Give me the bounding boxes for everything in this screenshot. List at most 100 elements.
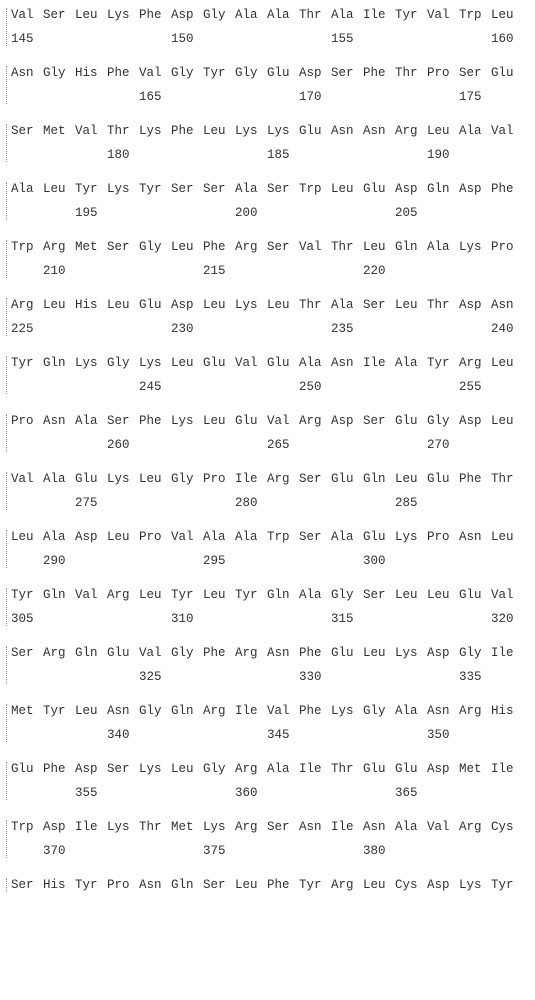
amino-acid-cell: Gln bbox=[427, 182, 459, 196]
amino-acid-cell: Ala bbox=[11, 182, 43, 196]
amino-acid-cell: Lys bbox=[459, 240, 491, 254]
position-number-cell bbox=[43, 670, 75, 684]
amino-acid-cell: Gln bbox=[171, 878, 203, 892]
amino-acid-cell: Phe bbox=[459, 472, 491, 486]
position-number-cell: 210 bbox=[43, 264, 75, 278]
position-number-cell bbox=[299, 612, 331, 626]
amino-acid-row: SerArgGlnGluValGlyPheArgAsnPheGluLeuLysA… bbox=[7, 646, 529, 660]
position-number-cell bbox=[107, 380, 139, 394]
position-number-cell bbox=[235, 844, 267, 858]
amino-acid-cell: Thr bbox=[139, 820, 171, 834]
amino-acid-cell: Glu bbox=[139, 298, 171, 312]
amino-acid-cell: Glu bbox=[363, 182, 395, 196]
amino-acid-row: TyrGlnLysGlyLysLeuGluValGluAlaAsnIleAlaT… bbox=[7, 356, 529, 370]
amino-acid-cell: Lys bbox=[395, 530, 427, 544]
amino-acid-cell: Val bbox=[235, 356, 267, 370]
amino-acid-cell: Ser bbox=[171, 182, 203, 196]
amino-acid-cell: Asn bbox=[107, 704, 139, 718]
sequence-block: ArgLeuHisLeuGluAspLeuLysLeuThrAlaSerLeuT… bbox=[6, 298, 529, 336]
amino-acid-cell: Pro bbox=[491, 240, 523, 254]
amino-acid-cell: Asn bbox=[11, 66, 43, 80]
position-number-cell bbox=[459, 844, 491, 858]
amino-acid-cell: Lys bbox=[267, 124, 299, 138]
position-number-cell: 285 bbox=[395, 496, 427, 510]
position-number-cell bbox=[235, 32, 267, 46]
amino-acid-cell: Leu bbox=[267, 298, 299, 312]
position-number-cell bbox=[331, 554, 363, 568]
position-number-cell bbox=[267, 786, 299, 800]
amino-acid-cell: Asp bbox=[299, 66, 331, 80]
amino-acid-cell: Glu bbox=[459, 588, 491, 602]
position-number-cell bbox=[491, 728, 523, 742]
position-number-cell bbox=[139, 206, 171, 220]
amino-acid-cell: Glu bbox=[299, 124, 331, 138]
amino-acid-row: AlaLeuTyrLysTyrSerSerAlaSerTrpLeuGluAspG… bbox=[7, 182, 529, 196]
position-number-cell bbox=[139, 728, 171, 742]
position-number-cell bbox=[491, 670, 523, 684]
position-number-cell bbox=[11, 438, 43, 452]
amino-acid-cell: Phe bbox=[43, 762, 75, 776]
position-number-cell bbox=[395, 438, 427, 452]
amino-acid-cell: Ser bbox=[331, 66, 363, 80]
position-number-cell bbox=[267, 264, 299, 278]
amino-acid-row: ValSerLeuLysPheAspGlyAlaAlaThrAlaIleTyrV… bbox=[7, 8, 529, 22]
amino-acid-cell: Phe bbox=[139, 8, 171, 22]
position-number-cell bbox=[299, 148, 331, 162]
amino-acid-cell: Val bbox=[267, 704, 299, 718]
amino-acid-cell: Ile bbox=[363, 356, 395, 370]
amino-acid-cell: Gly bbox=[203, 762, 235, 776]
position-number-cell bbox=[459, 322, 491, 336]
position-number-cell bbox=[203, 612, 235, 626]
amino-acid-cell: Glu bbox=[203, 356, 235, 370]
amino-acid-cell: Asn bbox=[363, 820, 395, 834]
amino-acid-cell: Met bbox=[43, 124, 75, 138]
amino-acid-cell: Cys bbox=[395, 878, 427, 892]
amino-acid-cell: Pro bbox=[427, 66, 459, 80]
position-number-cell bbox=[459, 148, 491, 162]
position-number-cell bbox=[459, 496, 491, 510]
amino-acid-cell: Pro bbox=[203, 472, 235, 486]
position-number-cell bbox=[331, 380, 363, 394]
amino-acid-cell: Glu bbox=[331, 646, 363, 660]
amino-acid-cell: His bbox=[43, 878, 75, 892]
amino-acid-cell: Ala bbox=[75, 414, 107, 428]
amino-acid-cell: Gln bbox=[43, 588, 75, 602]
amino-acid-cell: Leu bbox=[11, 530, 43, 544]
amino-acid-cell: Val bbox=[171, 530, 203, 544]
amino-acid-cell: Pro bbox=[139, 530, 171, 544]
amino-acid-cell: Arg bbox=[43, 240, 75, 254]
amino-acid-cell: Val bbox=[491, 124, 523, 138]
position-number-cell: 265 bbox=[267, 438, 299, 452]
amino-acid-row: GluPheAspSerLysLeuGlyArgAlaIleThrGluGluA… bbox=[7, 762, 529, 776]
position-number-cell bbox=[491, 264, 523, 278]
amino-acid-cell: Gly bbox=[43, 66, 75, 80]
amino-acid-cell: Arg bbox=[43, 646, 75, 660]
amino-acid-cell: Trp bbox=[11, 820, 43, 834]
position-number-cell bbox=[75, 844, 107, 858]
amino-acid-cell: Ile bbox=[363, 8, 395, 22]
position-number-cell: 275 bbox=[75, 496, 107, 510]
position-number-cell bbox=[363, 612, 395, 626]
position-number-cell bbox=[107, 554, 139, 568]
amino-acid-cell: Phe bbox=[299, 704, 331, 718]
position-number-cell bbox=[363, 32, 395, 46]
position-number-cell: 230 bbox=[171, 322, 203, 336]
amino-acid-cell: Ala bbox=[235, 8, 267, 22]
position-number-cell bbox=[491, 554, 523, 568]
position-number-cell bbox=[267, 496, 299, 510]
sequence-block: TyrGlnLysGlyLysLeuGluValGluAlaAsnIleAlaT… bbox=[6, 356, 529, 394]
position-number-cell bbox=[363, 786, 395, 800]
position-number-cell bbox=[75, 670, 107, 684]
amino-acid-cell: Arg bbox=[395, 124, 427, 138]
amino-acid-cell: Leu bbox=[235, 878, 267, 892]
position-number-cell bbox=[299, 728, 331, 742]
position-number-row: 210215220 bbox=[7, 264, 529, 278]
position-number-cell bbox=[363, 148, 395, 162]
position-number-row: 260265270 bbox=[7, 438, 529, 452]
amino-acid-cell: Ala bbox=[267, 8, 299, 22]
amino-acid-cell: Ser bbox=[299, 472, 331, 486]
position-number-cell: 270 bbox=[427, 438, 459, 452]
amino-acid-cell: Thr bbox=[491, 472, 523, 486]
position-number-cell bbox=[491, 786, 523, 800]
position-number-cell: 355 bbox=[75, 786, 107, 800]
